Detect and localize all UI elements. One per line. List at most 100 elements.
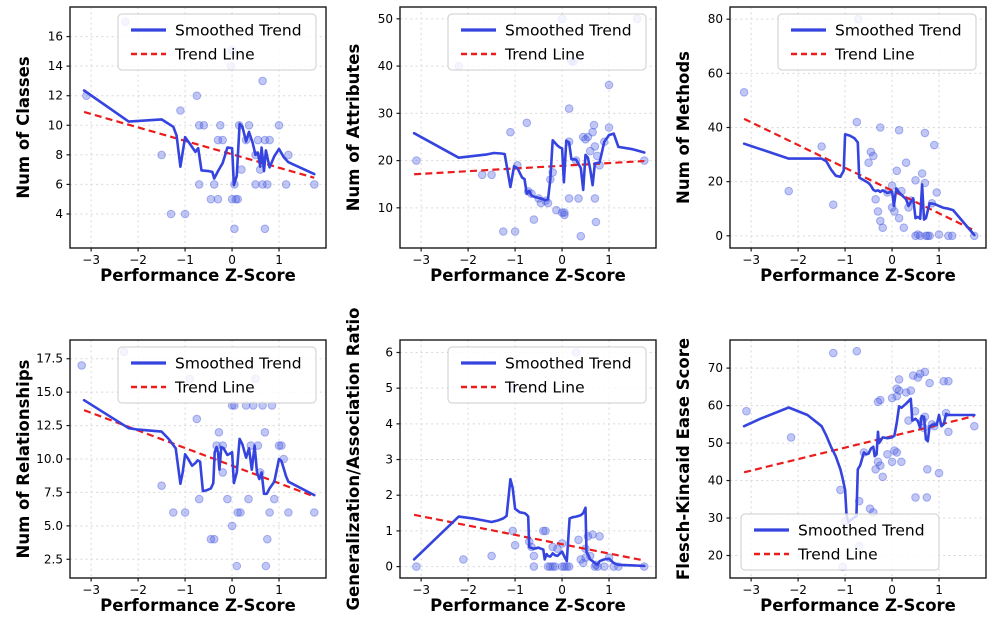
- scatter-point: [871, 465, 880, 474]
- scatter-point: [894, 125, 904, 135]
- scatter-point: [557, 562, 567, 571]
- scatter-point: [883, 450, 892, 459]
- scatter-point: [310, 180, 319, 189]
- legend: Smoothed Trend Trend Line: [117, 346, 317, 404]
- y-tick-label: 15.0: [36, 385, 63, 399]
- legend-label: Trend Line: [174, 46, 255, 64]
- y-tick-label: 16: [48, 30, 63, 44]
- scatter-point: [864, 158, 873, 167]
- y-tick-label: 40: [378, 59, 393, 73]
- scatter-point: [932, 188, 942, 197]
- scatter-point: [887, 457, 897, 467]
- smoothed-trend-line: [82, 398, 316, 497]
- scatter-point: [917, 169, 927, 178]
- subplot-generalization-association-ratio: −3 −2 −1 0 1 0 1 2 3 4 5 6 Performance Z-Score Genera…: [344, 307, 657, 615]
- y-axis-label: Num of Classes: [14, 56, 33, 198]
- scatter-point: [784, 186, 794, 196]
- y-tick-label: 1: [385, 524, 393, 538]
- scatter-point: [487, 551, 496, 561]
- scatter-point: [260, 135, 270, 145]
- y-tick-label: 80: [708, 12, 723, 26]
- scatter-point: [894, 375, 904, 384]
- y-axis-label: Num of Methods: [674, 51, 693, 204]
- scatter-point: [890, 446, 899, 455]
- scatter-point: [897, 457, 906, 467]
- x-tick-label: 0: [228, 583, 236, 597]
- x-tick-label: −3: [82, 253, 100, 267]
- scatter-point: [829, 348, 838, 358]
- scatter-point: [911, 493, 920, 502]
- trend-line: [83, 409, 315, 498]
- scatter-point: [529, 215, 539, 224]
- scatter-point: [871, 195, 880, 204]
- scatter-point: [876, 123, 885, 132]
- scatter-point: [553, 544, 562, 554]
- y-tick-label: 70: [708, 361, 723, 375]
- scatter-point: [600, 562, 609, 571]
- smoothed-trend-line: [412, 131, 646, 202]
- scatter-point: [218, 135, 227, 145]
- scatter-point: [244, 121, 254, 130]
- x-axis-label: Performance Z-Score: [760, 266, 956, 285]
- y-tick-label: 7.5: [44, 485, 63, 499]
- y-tick-label: 4: [55, 207, 63, 221]
- scatter-point: [237, 165, 246, 174]
- scatter-point: [742, 406, 751, 416]
- scatter-point: [157, 150, 166, 160]
- legend-box: [447, 13, 647, 71]
- scatter-point: [166, 209, 176, 219]
- scatter-point: [260, 428, 270, 437]
- y-tick-label: 10.0: [36, 452, 63, 466]
- scatter-point: [281, 180, 291, 189]
- scatter-point: [274, 121, 284, 130]
- trend-line: [743, 415, 975, 474]
- scatter-point: [604, 80, 614, 90]
- y-axis-label: Num of Attributes: [344, 44, 363, 212]
- scatter-point: [541, 526, 550, 536]
- y-tick-label: 50: [378, 12, 393, 26]
- scatter-point: [213, 194, 223, 204]
- scatter-point: [588, 530, 597, 539]
- x-tick-label: −1: [176, 583, 194, 597]
- legend-box: [447, 346, 647, 404]
- x-tick-label: −2: [129, 583, 147, 597]
- scatter-point: [930, 140, 939, 150]
- scatter-point: [876, 216, 885, 226]
- scatter-point: [277, 441, 286, 450]
- x-tick-label: 1: [275, 253, 283, 267]
- scatter-point: [176, 106, 185, 115]
- y-tick-label: 4: [385, 417, 393, 431]
- scatter-point: [876, 461, 885, 470]
- legend-label: Trend Line: [504, 379, 585, 397]
- subplot-flesch-kincaid-ease-score: −3 −2 −1 0 1 20 30 40 50 60 70 Performance Z-Score F…: [674, 338, 987, 615]
- scatter-point: [817, 142, 826, 151]
- scatter-point: [590, 194, 600, 203]
- scatter-point: [206, 534, 216, 544]
- scatter-point: [892, 384, 902, 394]
- scatter-point: [923, 231, 933, 241]
- x-axis-label: Performance Z-Score: [760, 596, 956, 615]
- scatter-point: [913, 373, 923, 382]
- plot-frame: [729, 339, 987, 579]
- scatter-point: [157, 481, 166, 491]
- scatter-point: [284, 150, 293, 160]
- x-tick-label: −1: [836, 583, 854, 597]
- scatter-point: [887, 181, 897, 190]
- scatter-point: [564, 194, 574, 203]
- legend: Smoothed Trend Trend Line: [447, 346, 647, 404]
- x-tick-label: −1: [836, 253, 854, 267]
- scatter-point: [499, 227, 508, 236]
- x-axis-label: Performance Z-Score: [100, 596, 296, 615]
- x-tick-label: −2: [459, 253, 477, 267]
- legend-label: Smoothed Trend: [175, 355, 302, 373]
- y-tick-label: 40: [708, 121, 723, 135]
- scatter-point: [589, 120, 599, 130]
- scatter-point: [539, 526, 548, 536]
- scatter-point: [253, 135, 263, 145]
- scatter-point: [194, 494, 204, 504]
- scatter-point: [894, 213, 904, 223]
- y-tick-label: 2.5: [44, 552, 63, 566]
- scatter-point: [77, 361, 86, 370]
- scatter-point: [548, 542, 558, 552]
